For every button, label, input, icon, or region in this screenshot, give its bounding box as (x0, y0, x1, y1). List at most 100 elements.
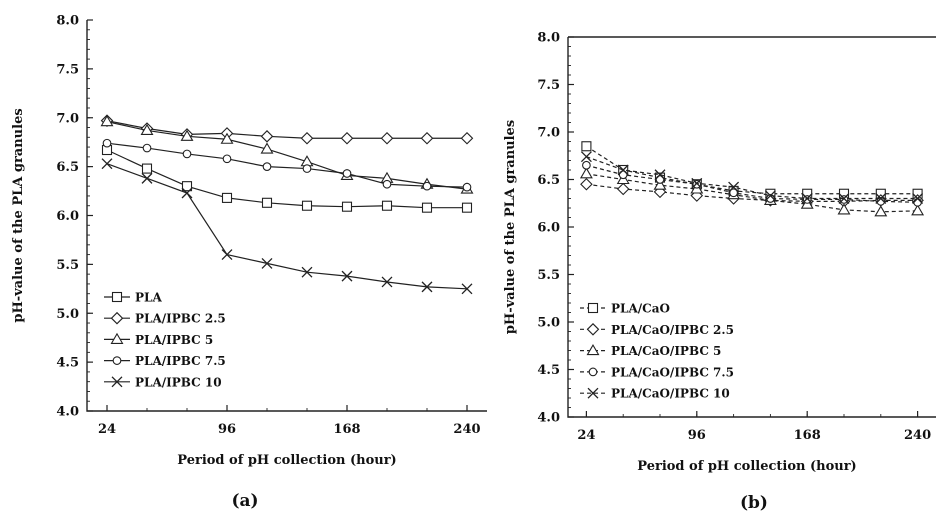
legend-marker (110, 311, 124, 325)
data-point (380, 131, 394, 145)
series-line (586, 164, 918, 203)
x-axis-title: Period of pH collection (hour) (637, 459, 856, 474)
data-point (875, 193, 887, 204)
data-point (221, 249, 233, 261)
data-point (261, 197, 273, 208)
series-pla-cao-ipbc-10 (580, 151, 924, 204)
series-line (586, 156, 918, 200)
series-pla-ipbc-2-5 (100, 114, 474, 145)
data-point (220, 132, 234, 144)
data-point (100, 115, 114, 127)
data-point (691, 177, 703, 189)
series-pla-cao-ipbc-2-5 (580, 177, 924, 208)
data-point (381, 200, 393, 211)
data-point (616, 182, 630, 196)
data-point (420, 131, 434, 145)
legend-marker (586, 323, 600, 336)
data-point (140, 123, 154, 136)
y-tick-label: 4.5 (56, 356, 79, 371)
legend-marker (587, 302, 599, 314)
data-point (422, 181, 432, 191)
legend-entry: PLA/CaO/IPBC 10 (580, 387, 730, 401)
y-tick-label: 5.0 (537, 316, 560, 331)
data-point (876, 197, 886, 206)
series-line (586, 173, 918, 213)
data-point (102, 138, 112, 148)
series-pla-cao-ipbc-7-5 (582, 160, 922, 207)
data-point (460, 131, 474, 145)
legend-marker (586, 344, 600, 356)
data-point (654, 169, 666, 181)
legend-entry: PLA/IPBC 7.5 (104, 354, 226, 368)
data-point (838, 193, 850, 204)
y-tick-label: 7.0 (56, 111, 79, 126)
data-point (802, 195, 812, 204)
y-tick-label: 6.0 (56, 209, 79, 224)
y-axis-title: pH-value of the PLA granules (11, 108, 26, 322)
data-point (839, 195, 849, 204)
data-point (618, 170, 628, 180)
data-point (692, 179, 702, 189)
x-tick-label: 24 (577, 428, 595, 443)
data-point (301, 266, 313, 278)
data-point (874, 205, 888, 217)
series-pla-cao (581, 141, 923, 199)
legend-label: PLA (135, 291, 162, 305)
legend-label: PLA/CaO/IPBC 5 (611, 344, 721, 358)
data-point (581, 141, 592, 152)
data-point (260, 142, 274, 154)
data-point (341, 201, 353, 212)
legend-entry: PLA/CaO/IPBC 2.5 (580, 323, 734, 337)
x-tick-label: 24 (98, 422, 116, 437)
data-point (221, 192, 233, 203)
data-point (580, 177, 593, 191)
y-tick-label: 6.5 (537, 173, 560, 188)
legend-marker (110, 332, 124, 344)
legend-marker (588, 367, 598, 377)
data-point (421, 281, 433, 293)
data-point (766, 194, 775, 203)
x-tick-label: 96 (218, 422, 236, 437)
x-tick-label: 168 (333, 422, 360, 437)
legend-label: PLA/CaO/IPBC 7.5 (611, 365, 734, 379)
plot-frame (86, 20, 487, 412)
data-point (260, 130, 274, 143)
data-point (729, 188, 738, 198)
series-line (106, 120, 467, 139)
x-tick-label: 96 (688, 428, 706, 443)
legend-entry: PLA/CaO (580, 302, 670, 316)
data-point (141, 172, 153, 184)
plot-frame (567, 37, 936, 418)
legend-entry: PLA/IPBC 5 (104, 332, 213, 347)
legend-label: PLA/IPBC 7.5 (135, 354, 226, 368)
legend-marker (587, 387, 599, 399)
legend-label: PLA/CaO/IPBC 10 (611, 387, 730, 401)
y-tick-label: 4.0 (56, 405, 79, 420)
y-tick-label: 6.0 (537, 221, 560, 236)
y-tick-label: 7.0 (537, 126, 560, 141)
x-tick-label: 168 (794, 428, 821, 443)
data-point (262, 162, 272, 171)
x-tick-label: 240 (904, 428, 931, 443)
legend-marker (112, 356, 122, 365)
legend-entry: PLA/IPBC 2.5 (104, 312, 226, 326)
legend-label: PLA/IPBC 10 (135, 375, 222, 389)
data-point (382, 179, 392, 189)
data-point (222, 154, 232, 164)
data-point (181, 187, 193, 199)
series-line (106, 149, 467, 209)
data-point (340, 131, 354, 145)
panel-caption: (b) (740, 493, 768, 513)
data-point (911, 204, 925, 216)
data-point (181, 181, 193, 192)
y-tick-label: 7.5 (56, 62, 79, 77)
data-point (141, 163, 153, 174)
data-point (653, 178, 667, 190)
data-point (655, 175, 665, 184)
data-point (381, 276, 393, 288)
series-pla-ipbc-10 (101, 158, 473, 295)
x-axis-title: Period of pH collection (hour) (177, 453, 396, 468)
x-tick-label: 240 (453, 422, 480, 437)
data-point (301, 200, 313, 211)
data-point (912, 193, 924, 204)
